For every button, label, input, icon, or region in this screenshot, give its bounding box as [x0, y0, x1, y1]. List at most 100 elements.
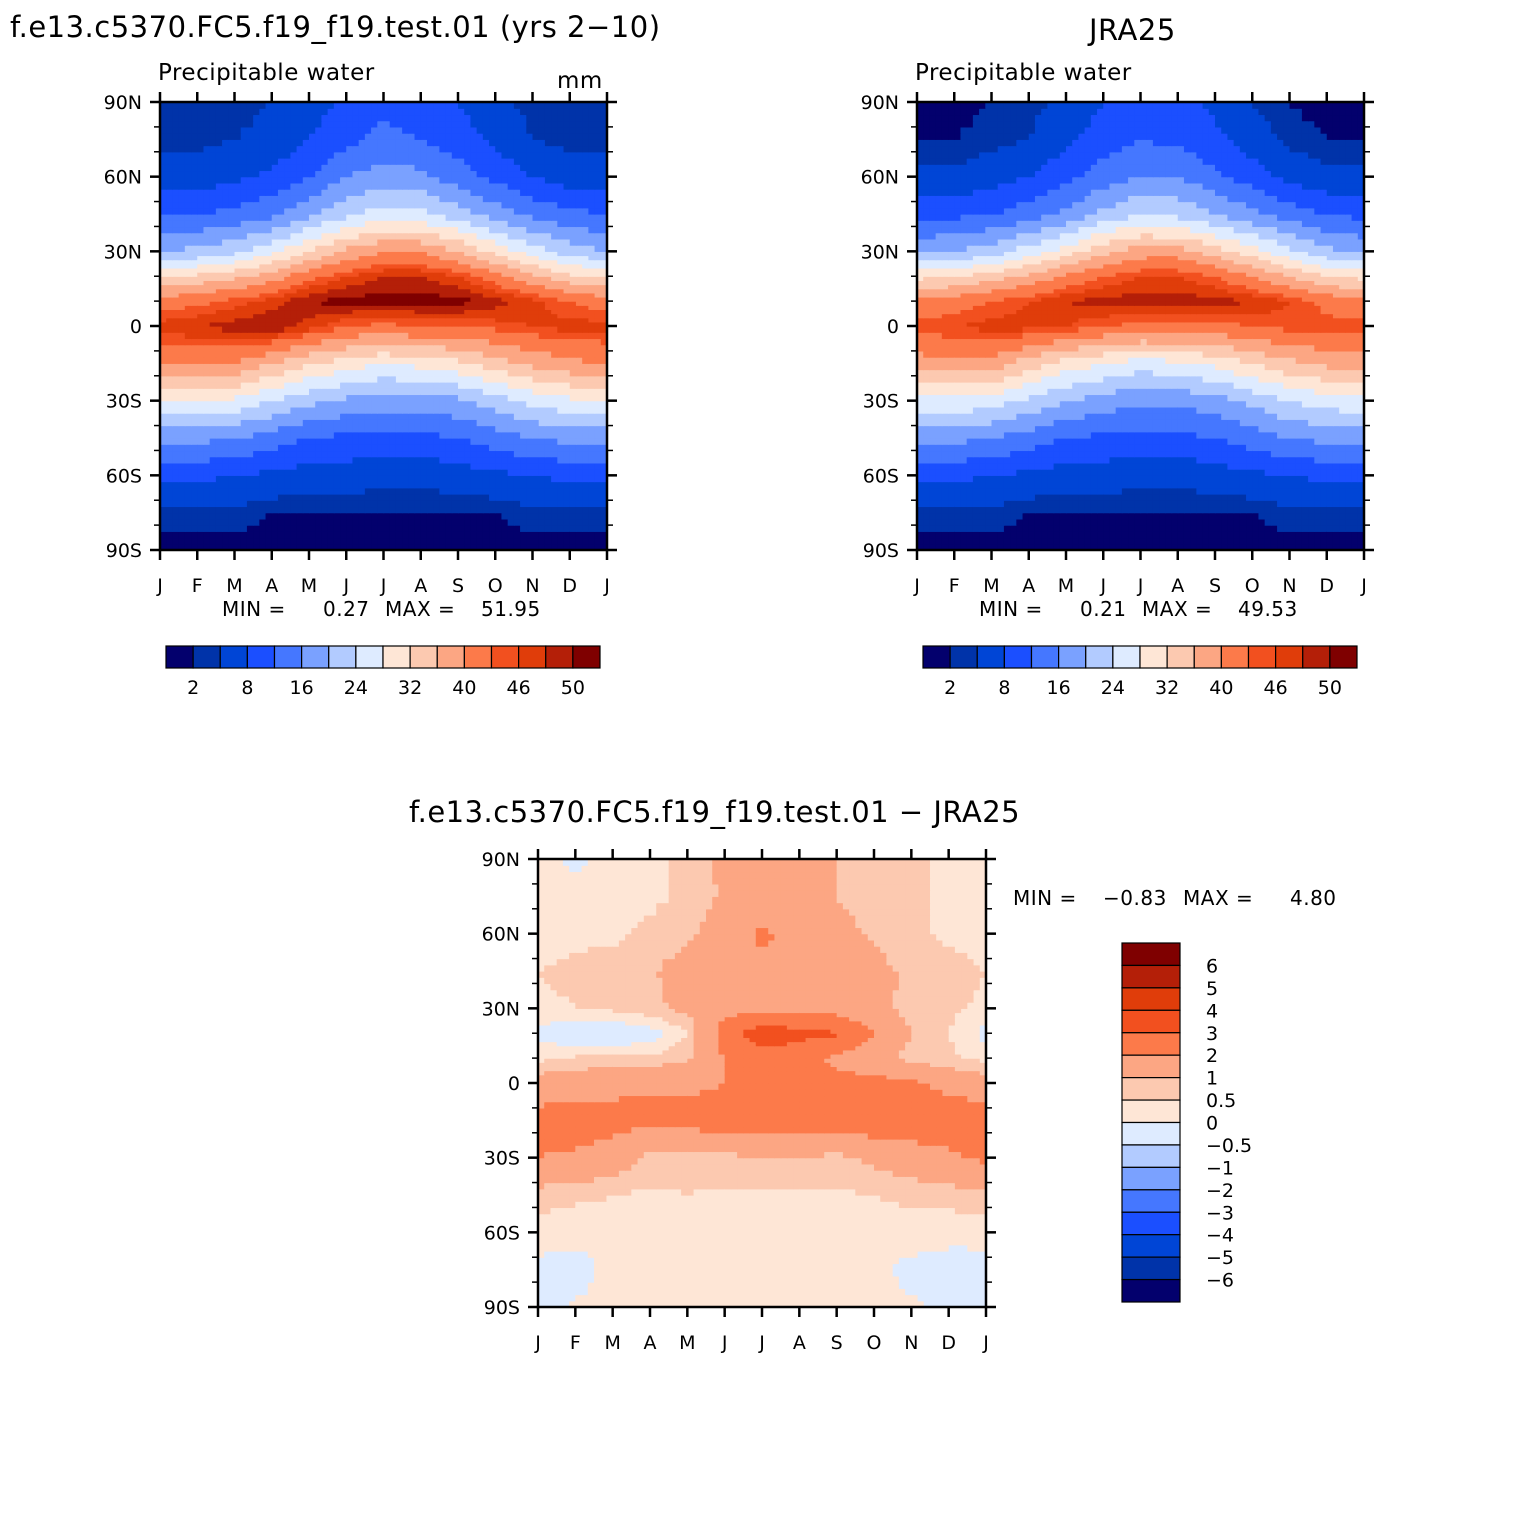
- heatmap-cell: [482, 369, 490, 377]
- heatmap-cell: [557, 543, 565, 551]
- heatmap-cell: [520, 259, 527, 265]
- heatmap-cell: [439, 255, 447, 261]
- heatmap-cell: [364, 350, 372, 358]
- heatmap-cell: [253, 332, 260, 340]
- heatmap-cell: [302, 375, 310, 383]
- heatmap-cell: [433, 276, 440, 281]
- heatmap-cell: [520, 189, 527, 196]
- heatmap-cell: [383, 195, 391, 203]
- heatmap-cell: [290, 394, 298, 402]
- heatmap-cell: [526, 176, 534, 184]
- heatmap-cell: [315, 537, 323, 545]
- heatmap-cell: [290, 288, 298, 294]
- heatmap-cell: [414, 251, 422, 257]
- heatmap-cell: [327, 494, 335, 501]
- heatmap-cell: [489, 251, 496, 257]
- heatmap-cell: [160, 317, 167, 323]
- heatmap-cell: [395, 344, 403, 352]
- heatmap-cell: [246, 220, 254, 228]
- heatmap-cell: [420, 456, 428, 464]
- heatmap-cell: [520, 425, 527, 433]
- heatmap-cell: [563, 438, 571, 445]
- heatmap-cell: [588, 317, 596, 323]
- heatmap-cell: [222, 158, 229, 165]
- heatmap-cell: [358, 543, 366, 551]
- heatmap-cell: [209, 543, 217, 551]
- heatmap-cell: [414, 182, 422, 190]
- heatmap-cell: [166, 400, 174, 408]
- heatmap-cell: [265, 543, 273, 551]
- heatmap-cell: [302, 305, 310, 311]
- heatmap-cell: [414, 438, 422, 445]
- heatmap-cell: [321, 305, 329, 311]
- heatmap-cell: [184, 413, 192, 420]
- heatmap-cell: [551, 321, 558, 327]
- heatmap-cell: [501, 462, 509, 470]
- heatmap-cell: [284, 317, 291, 323]
- heatmap-cell: [302, 226, 310, 234]
- heatmap-cell: [507, 400, 515, 408]
- heatmap-cell: [526, 375, 534, 383]
- heatmap-cell: [433, 301, 440, 306]
- heatmap-cell: [160, 255, 167, 261]
- heatmap-cell: [259, 158, 267, 165]
- heatmap-cell: [234, 301, 242, 306]
- heatmap-cell: [464, 251, 472, 257]
- heatmap-cell: [383, 176, 391, 184]
- heatmap-cell: [464, 444, 472, 452]
- heatmap-cell: [476, 531, 484, 539]
- heatmap-cell: [594, 182, 602, 190]
- heatmap-cell: [346, 543, 354, 551]
- heatmap-cell: [321, 494, 329, 501]
- heatmap-cell: [172, 305, 180, 311]
- heatmap-cell: [178, 326, 186, 333]
- heatmap-cell: [346, 301, 354, 306]
- heatmap-cell: [582, 537, 589, 545]
- heatmap-cell: [346, 292, 354, 298]
- heatmap-cell: [600, 296, 608, 302]
- heatmap-cell: [333, 164, 341, 172]
- heatmap-cell: [402, 296, 409, 302]
- heatmap-cell: [302, 413, 310, 420]
- heatmap-cell: [551, 350, 558, 358]
- heatmap-cell: [489, 280, 496, 286]
- heatmap-cell: [371, 425, 378, 433]
- heatmap-cell: [346, 431, 354, 439]
- heatmap-cell: [309, 301, 316, 306]
- heatmap-cell: [544, 263, 552, 269]
- heatmap-cell: [495, 245, 503, 252]
- heatmap-cell: [433, 475, 440, 483]
- heatmap-cell: [377, 214, 385, 221]
- heatmap-cell: [377, 292, 385, 298]
- heatmap-cell: [209, 201, 217, 209]
- heatmap-cell: [395, 309, 403, 315]
- heatmap-cell: [458, 344, 465, 352]
- heatmap-cell: [383, 431, 391, 439]
- heatmap-cell: [464, 406, 472, 414]
- heatmap-cell: [377, 494, 385, 501]
- heatmap-cell: [246, 475, 254, 483]
- heatmap-cell: [582, 238, 589, 246]
- heatmap-cell: [296, 475, 304, 483]
- heatmap-cell: [358, 238, 366, 246]
- heatmap-cell: [551, 419, 558, 427]
- heatmap-cell: [358, 280, 366, 286]
- heatmap-cell: [259, 226, 267, 234]
- heatmap-cell: [414, 170, 422, 178]
- heatmap-cell: [234, 170, 242, 178]
- heatmap-cell: [240, 375, 248, 383]
- heatmap-cell: [253, 226, 260, 234]
- heatmap-cell: [253, 280, 260, 286]
- heatmap-cell: [507, 500, 515, 508]
- heatmap-cell: [575, 232, 583, 240]
- heatmap-cell: [526, 388, 534, 396]
- heatmap-cell: [234, 537, 242, 545]
- heatmap-cell: [575, 301, 583, 306]
- heatmap-cell: [228, 444, 236, 452]
- heatmap-cell: [383, 475, 391, 483]
- heatmap-cell: [395, 406, 403, 414]
- heatmap-cell: [575, 288, 583, 294]
- heatmap-cell: [532, 450, 540, 458]
- heatmap-cell: [197, 220, 205, 228]
- heatmap-cell: [172, 164, 180, 172]
